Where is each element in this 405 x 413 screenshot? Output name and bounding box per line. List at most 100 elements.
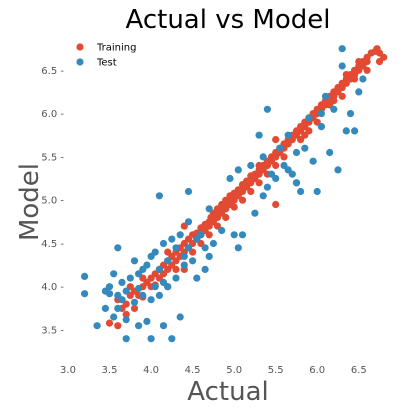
test-point — [205, 252, 213, 260]
legend-marker — [76, 43, 84, 51]
test-point — [159, 239, 168, 248]
test-point — [180, 261, 188, 269]
test-point — [218, 226, 226, 235]
training-point — [255, 161, 263, 170]
test-point — [205, 205, 213, 213]
x-tick-label: 4.5 — [185, 365, 201, 376]
test-point — [330, 105, 338, 113]
test-point — [189, 257, 197, 265]
test-point — [201, 244, 209, 252]
test-point — [359, 75, 367, 83]
test-point — [118, 296, 126, 304]
test-point — [342, 127, 350, 135]
test-point — [159, 278, 168, 286]
training-point — [164, 248, 172, 256]
x-tick-label: 3.5 — [102, 365, 118, 376]
test-point — [101, 304, 109, 312]
test-point — [139, 291, 147, 299]
y-tick-label: 5.5 - — [41, 152, 64, 163]
training-point — [338, 92, 346, 100]
y-tick-label: 5.0 - — [41, 196, 64, 207]
test-point — [209, 239, 217, 248]
x-tick-label: 6.5 — [351, 365, 367, 376]
test-point — [155, 192, 163, 200]
test-point — [255, 131, 263, 139]
test-point — [143, 261, 151, 269]
test-point — [272, 174, 280, 183]
test-point — [317, 123, 325, 131]
test-point — [234, 244, 242, 252]
x-tick-label: 5.0 — [226, 365, 242, 376]
training-point — [122, 310, 130, 318]
test-point — [110, 313, 118, 321]
test-point — [292, 179, 301, 187]
test-point — [301, 144, 309, 152]
test-point — [201, 265, 209, 273]
test-point — [338, 62, 346, 70]
test-point — [151, 283, 159, 291]
y-tick-label: 6.0 - — [41, 109, 64, 120]
test-point — [321, 92, 330, 100]
test-point — [122, 316, 130, 324]
test-point — [130, 257, 139, 265]
test-point — [172, 244, 180, 252]
training-point — [114, 322, 122, 330]
test-point — [351, 127, 359, 135]
test-point — [184, 187, 193, 196]
test-point — [81, 272, 89, 280]
test-point — [247, 161, 255, 170]
test-point — [135, 284, 143, 293]
test-point — [259, 153, 267, 161]
training-point — [130, 304, 139, 312]
x-axis-label: Actual — [187, 377, 268, 407]
test-point — [105, 283, 114, 291]
test-point — [168, 335, 176, 343]
test-point — [176, 313, 184, 321]
test-point — [234, 166, 242, 174]
test-point — [230, 231, 238, 239]
test-point — [238, 231, 247, 239]
test-point — [193, 274, 201, 282]
x-tick-label: 5.5 — [268, 365, 284, 376]
y-axis-ticks: 3.5 - 4.0 - 4.5 - 5.0 - 5.5 - 6.0 - 6.5 - — [41, 66, 64, 337]
test-point — [309, 157, 317, 165]
test-point — [355, 88, 363, 96]
test-point — [114, 244, 122, 252]
test-point — [164, 257, 172, 265]
test-point — [184, 244, 193, 252]
x-tick-label: 6.0 — [309, 365, 325, 376]
y-axis-label: Model — [15, 163, 45, 241]
x-tick-label: 4.0 — [143, 365, 159, 376]
series-test — [81, 45, 367, 343]
test-point — [346, 110, 355, 118]
training-point — [105, 319, 114, 327]
test-point — [155, 265, 163, 273]
test-point — [297, 187, 305, 196]
test-point — [151, 248, 159, 256]
test-point — [159, 322, 168, 330]
test-point — [126, 274, 134, 282]
test-point — [81, 290, 89, 298]
test-point — [176, 231, 184, 239]
training-point — [363, 66, 371, 74]
test-point — [143, 317, 151, 325]
plot-area — [81, 45, 388, 343]
test-point — [147, 296, 155, 304]
training-point — [230, 203, 238, 211]
training-point — [297, 136, 305, 144]
test-point — [135, 270, 143, 278]
test-point — [105, 290, 114, 298]
test-point — [122, 335, 130, 343]
test-point — [226, 174, 234, 183]
test-point — [305, 114, 313, 122]
test-point — [110, 270, 118, 278]
chart-title: Actual vs Model — [126, 5, 331, 35]
legend: Training Test — [76, 43, 136, 69]
test-point — [284, 131, 292, 139]
training-point — [222, 213, 230, 222]
training-point — [255, 179, 263, 187]
test-point — [93, 322, 101, 330]
test-point — [263, 183, 271, 191]
